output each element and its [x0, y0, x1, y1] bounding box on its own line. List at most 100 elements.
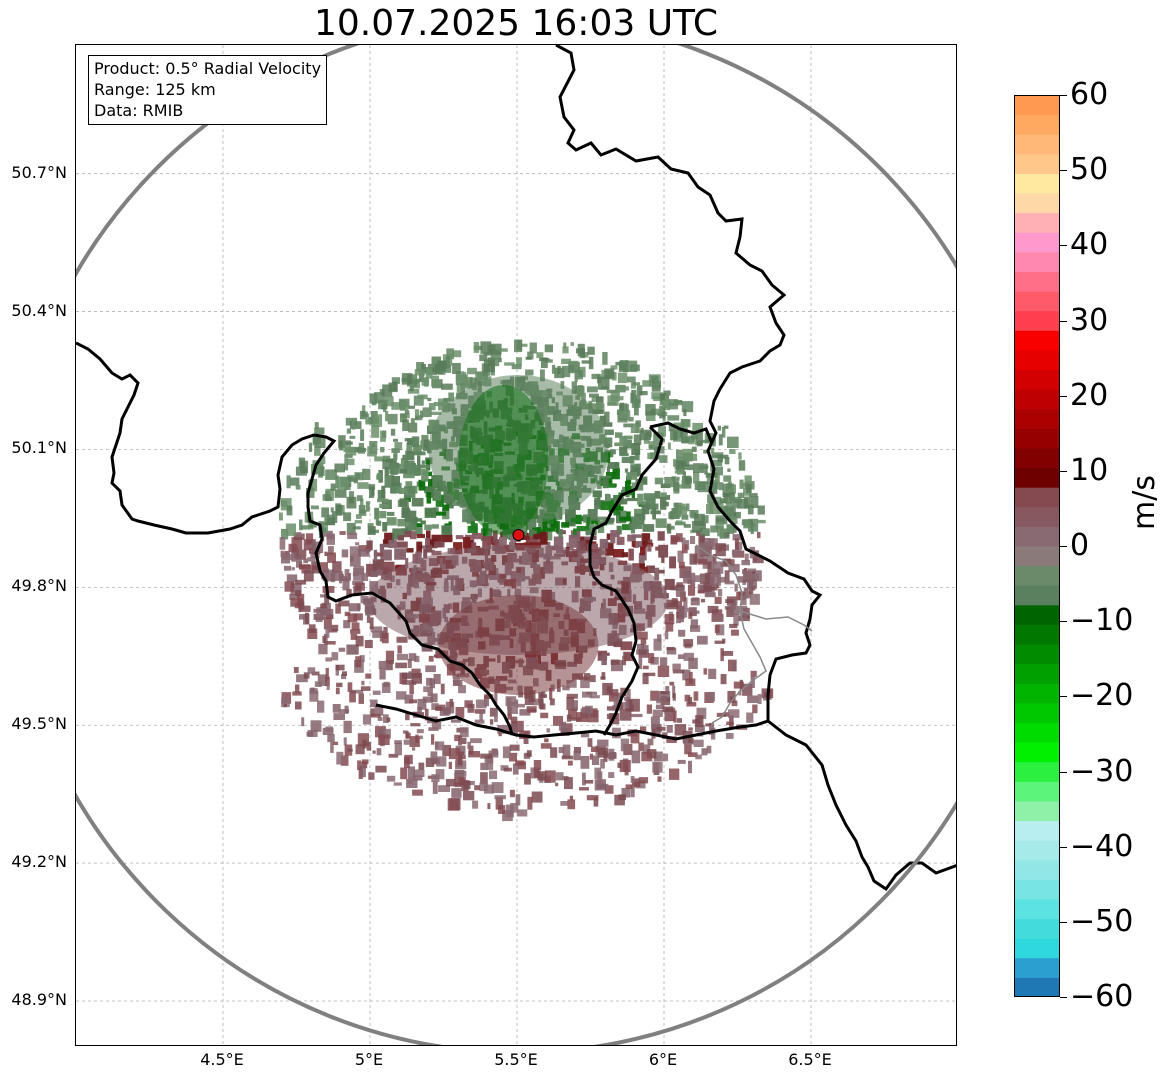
velocity-echo-cell — [430, 751, 438, 763]
velocity-echo-cell — [606, 713, 618, 720]
velocity-echo-cell — [750, 670, 757, 677]
radar-map[interactable] — [75, 44, 957, 1046]
velocity-echo-cell — [399, 498, 408, 507]
velocity-echo-cell — [416, 362, 425, 372]
velocity-echo-cell — [509, 789, 515, 798]
velocity-echo-cell — [729, 606, 740, 615]
velocity-echo-cell — [423, 548, 428, 559]
velocity-echo-cell — [523, 542, 533, 548]
velocity-echo-cell — [303, 539, 316, 551]
velocity-echo-cell — [354, 472, 364, 481]
velocity-echo-cell — [314, 681, 322, 687]
velocity-echo-cell — [441, 534, 453, 543]
velocity-echo-cell — [437, 360, 447, 371]
velocity-echo-cell — [358, 545, 371, 552]
velocity-echo-cell — [517, 809, 528, 817]
velocity-echo-cell — [382, 384, 393, 397]
velocity-echo-cell — [393, 438, 398, 442]
velocity-echo-cell — [325, 572, 329, 582]
velocity-echo-cell — [687, 584, 696, 596]
velocity-echo-cell — [660, 394, 666, 400]
velocity-echo-cell — [703, 449, 708, 454]
velocity-echo-cell — [614, 506, 624, 511]
velocity-echo-cell — [458, 754, 463, 765]
velocity-echo-cell — [707, 561, 712, 574]
colorbar-segment — [1014, 898, 1060, 920]
velocity-echo-cell — [412, 518, 423, 522]
velocity-echo-cell — [335, 603, 341, 614]
velocity-echo-cell — [711, 574, 722, 586]
velocity-echo-cell — [431, 774, 440, 783]
velocity-echo-cell — [693, 463, 705, 473]
velocity-echo-cell — [280, 500, 288, 507]
velocity-echo-cell — [396, 467, 400, 474]
velocity-echo-cell — [701, 748, 708, 756]
velocity-echo-cell — [325, 469, 337, 480]
velocity-echo-cell — [645, 404, 656, 416]
velocity-echoes — [278, 339, 774, 822]
velocity-echo-cell — [613, 549, 625, 558]
velocity-echo-cell — [417, 455, 421, 466]
velocity-echo-cell — [336, 504, 343, 516]
velocity-echo-cell — [549, 688, 553, 700]
velocity-echo-cell — [543, 527, 556, 532]
colorbar-frame — [1014, 95, 1060, 997]
velocity-echo-cell — [694, 575, 705, 582]
velocity-echo-cell — [631, 516, 643, 529]
velocity-echo-cell — [695, 724, 705, 732]
velocity-echo-cell — [587, 346, 595, 355]
velocity-echo-cell — [382, 459, 394, 470]
velocity-echo-cell — [388, 539, 397, 549]
velocity-echo-cell — [662, 753, 669, 762]
velocity-echo-cell — [348, 603, 360, 612]
velocity-echo-cell — [667, 415, 680, 421]
velocity-echo-cell — [423, 439, 430, 449]
velocity-echo-cell — [331, 652, 339, 661]
velocity-echo-cell — [622, 361, 628, 365]
colorbar-segment — [1014, 193, 1060, 214]
velocity-echo-cell — [689, 671, 693, 684]
velocity-echo-cell — [397, 535, 404, 541]
colorbar-tick-mark — [1060, 696, 1067, 698]
velocity-echo-cell — [695, 715, 704, 728]
velocity-echo-cell — [305, 612, 309, 624]
velocity-echo-cell — [408, 671, 412, 679]
velocity-echo-cell — [707, 691, 715, 702]
colorbar-tick-label: 50 — [1070, 152, 1109, 188]
velocity-echo-cell — [655, 518, 667, 528]
velocity-echo-cell — [602, 352, 608, 365]
velocity-echo-cell — [606, 533, 611, 540]
velocity-echo-cell — [689, 553, 698, 565]
velocity-echo-cell — [690, 619, 698, 629]
velocity-echo-cell — [626, 498, 639, 502]
velocity-echo-cell — [673, 459, 679, 467]
velocity-echo-cell — [514, 339, 523, 353]
velocity-echo-cell — [434, 741, 445, 751]
velocity-echo-cell — [667, 523, 672, 534]
velocity-echo-cell — [542, 519, 548, 529]
velocity-echo-cell — [589, 524, 597, 529]
velocity-echo-cell — [619, 362, 624, 370]
velocity-echo-cell — [419, 545, 429, 549]
velocity-echo-cell — [725, 599, 735, 603]
colorbar-segment — [1014, 232, 1060, 253]
velocity-echo-cell — [381, 632, 389, 644]
velocity-echo-cell — [340, 755, 349, 766]
velocity-echo-cell — [752, 556, 764, 564]
velocity-echo-cell — [459, 751, 464, 756]
velocity-echo-cell — [612, 468, 620, 480]
velocity-echo-cell — [609, 449, 616, 455]
velocity-echo-cell — [413, 451, 426, 456]
velocity-echo-cell — [676, 449, 683, 460]
velocity-echo-cell — [673, 710, 677, 723]
velocity-echo-cell — [673, 502, 679, 508]
velocity-echo-cell — [732, 534, 743, 541]
velocity-echo-cell — [369, 393, 378, 404]
velocity-echo-cell — [498, 733, 502, 737]
velocity-echo-cell — [620, 511, 627, 517]
velocity-echo-cell — [420, 440, 427, 450]
colorbar-tick-mark — [1060, 546, 1067, 547]
velocity-echo-cell — [596, 396, 604, 408]
velocity-echo-cell — [553, 715, 563, 726]
velocity-echo-cell — [681, 544, 688, 554]
